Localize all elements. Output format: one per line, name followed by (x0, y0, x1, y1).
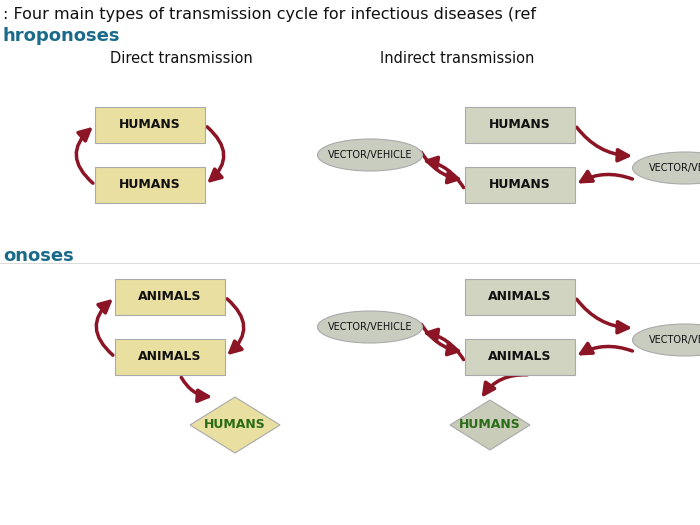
FancyArrowPatch shape (426, 158, 463, 187)
Text: ANIMALS: ANIMALS (489, 290, 552, 303)
FancyArrowPatch shape (96, 301, 113, 355)
FancyBboxPatch shape (465, 107, 575, 143)
FancyArrowPatch shape (421, 152, 458, 183)
Ellipse shape (318, 139, 423, 171)
FancyBboxPatch shape (465, 167, 575, 203)
FancyBboxPatch shape (115, 339, 225, 375)
Text: HUMANS: HUMANS (459, 418, 521, 432)
Text: HUMANS: HUMANS (489, 178, 551, 192)
FancyArrowPatch shape (577, 127, 629, 161)
Text: HUMANS: HUMANS (204, 418, 266, 432)
Text: Indirect transmission: Indirect transmission (380, 51, 534, 66)
FancyArrowPatch shape (426, 329, 463, 360)
FancyBboxPatch shape (465, 339, 575, 375)
FancyArrowPatch shape (581, 171, 632, 182)
Text: ANIMALS: ANIMALS (139, 290, 202, 303)
Text: VECTOR/VEHIC: VECTOR/VEHIC (649, 335, 700, 345)
Ellipse shape (633, 152, 700, 184)
Ellipse shape (318, 311, 423, 343)
FancyArrowPatch shape (181, 377, 209, 401)
FancyBboxPatch shape (115, 279, 225, 315)
FancyArrowPatch shape (421, 324, 458, 355)
FancyArrowPatch shape (581, 343, 632, 354)
Text: onoses: onoses (3, 247, 73, 265)
FancyArrowPatch shape (207, 127, 224, 181)
Text: HUMANS: HUMANS (489, 119, 551, 131)
Text: VECTOR/VEHICLE: VECTOR/VEHICLE (328, 322, 412, 332)
Text: HUMANS: HUMANS (119, 119, 181, 131)
Ellipse shape (633, 324, 700, 356)
Text: : Four main types of transmission cycle for infectious diseases (ref: : Four main types of transmission cycle … (3, 7, 536, 22)
Text: Direct transmission: Direct transmission (110, 51, 253, 66)
FancyArrowPatch shape (76, 129, 93, 183)
Text: HUMANS: HUMANS (119, 178, 181, 192)
Polygon shape (190, 397, 280, 453)
FancyBboxPatch shape (465, 279, 575, 315)
Text: VECTOR/VEHICLE: VECTOR/VEHICLE (328, 150, 412, 160)
Text: ANIMALS: ANIMALS (139, 351, 202, 363)
FancyBboxPatch shape (95, 107, 205, 143)
Text: VECTOR/VEHIC: VECTOR/VEHIC (649, 163, 700, 173)
FancyArrowPatch shape (577, 299, 629, 333)
Text: hroponoses: hroponoses (3, 27, 120, 45)
Polygon shape (450, 400, 530, 450)
FancyBboxPatch shape (95, 167, 205, 203)
Text: ANIMALS: ANIMALS (489, 351, 552, 363)
FancyArrowPatch shape (227, 299, 244, 353)
FancyArrowPatch shape (484, 375, 527, 394)
